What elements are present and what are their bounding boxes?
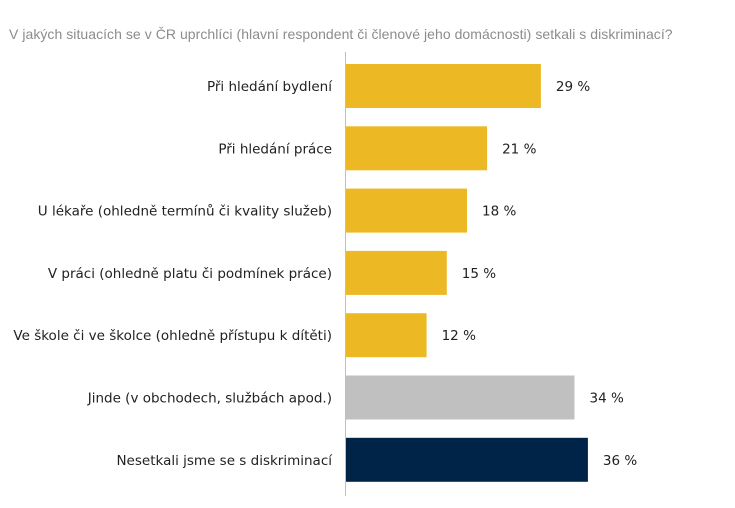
value-label-3: 18 % bbox=[482, 204, 516, 220]
value-label-7: 36 % bbox=[603, 453, 637, 469]
chart-title: V jakých situacích se v ČR uprchlíci (hl… bbox=[9, 26, 673, 42]
bar-2 bbox=[346, 126, 488, 171]
value-label-5: 12 % bbox=[442, 328, 476, 344]
bar-6 bbox=[346, 375, 575, 420]
value-label-4: 15 % bbox=[462, 266, 496, 282]
category-label-2: Při hledání práce bbox=[218, 141, 332, 157]
category-label-3: U lékaře (ohledně termínů či kvality slu… bbox=[38, 204, 332, 220]
category-label-5: Ve škole či ve školce (ohledně přístupu … bbox=[13, 328, 332, 344]
bar-1 bbox=[346, 64, 541, 108]
category-label-1: Při hledání bydlení bbox=[207, 79, 333, 95]
value-label-6: 34 % bbox=[590, 391, 624, 407]
bar-7 bbox=[346, 437, 588, 482]
value-label-1: 29 % bbox=[556, 79, 590, 95]
bar-4 bbox=[346, 250, 447, 295]
bar-3 bbox=[346, 188, 467, 233]
category-label-7: Nesetkali jsme se s diskriminací bbox=[116, 453, 333, 469]
value-label-2: 21 % bbox=[502, 141, 536, 157]
bar-5 bbox=[346, 313, 427, 358]
category-label-4: V práci (ohledně platu či podmínek práce… bbox=[48, 266, 332, 282]
category-label-6: Jinde (v obchodech, službách apod.) bbox=[87, 391, 332, 407]
bars-layer: Při hledání bydlení 29 % Při hledání práce… bbox=[13, 64, 637, 482]
